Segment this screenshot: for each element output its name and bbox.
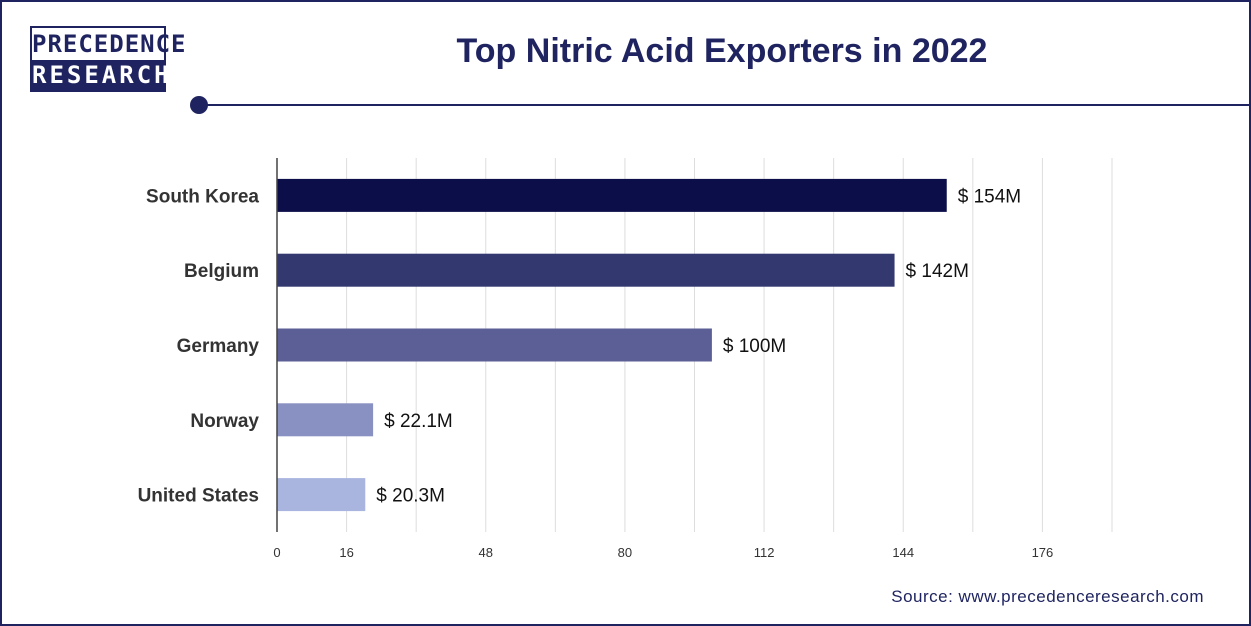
brand-logo-line1: PRECEDENCE [32,28,187,60]
chart-title: Top Nitric Acid Exporters in 2022 [456,32,988,70]
brand-logo-line2: RESEARCH [32,60,172,90]
data-label: $ 100M [723,336,786,357]
x-tick-label: 48 [479,545,493,560]
bar [277,328,712,362]
x-tick-label: 0 [273,545,280,560]
x-tick-label: 16 [339,545,353,560]
category-label: United States [138,486,259,507]
data-label: $ 20.3M [376,486,445,507]
bar [277,403,374,437]
data-label: $ 142M [906,261,969,282]
x-tick-label: 144 [892,545,914,560]
bar [277,478,366,512]
x-tick-label: 112 [754,545,775,560]
bar [277,253,895,287]
x-tick-label: 176 [1032,545,1054,560]
category-label: South Korea [146,186,259,207]
title-rule [202,104,1251,106]
title-rule-dot [190,96,208,114]
bar [277,178,947,212]
data-label: $ 22.1M [384,411,453,432]
category-label: Norway [190,411,259,432]
x-tick-label: 80 [618,545,632,560]
source-note: Source: www.precedenceresearch.com [891,587,1204,606]
brand-logo: PRECEDENCE RESEARCH [30,26,187,92]
category-label: Germany [177,336,260,357]
data-label: $ 154M [958,186,1021,207]
category-label: Belgium [184,261,259,282]
